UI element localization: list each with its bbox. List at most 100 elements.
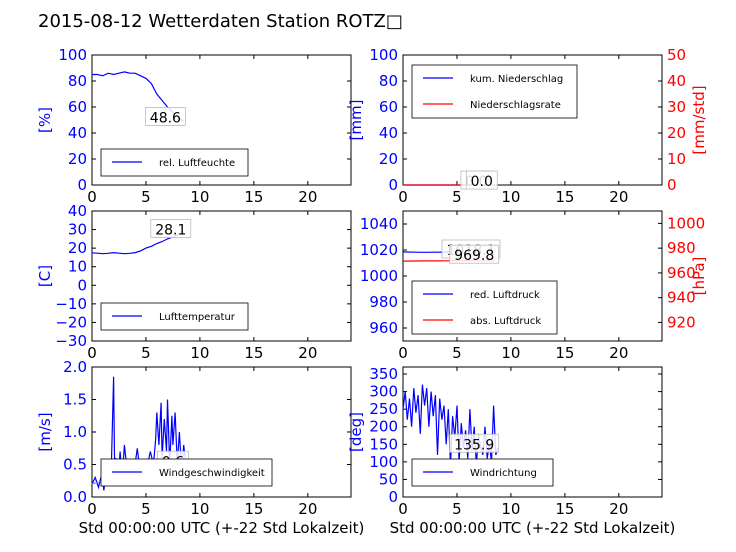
x-tick-label: 5 [452,188,462,206]
y-tick-label: 1020 [360,241,398,259]
chart-humidity: 0 5 10 15 20 0 20 40 60 80 100 [%] 48.6 rel. Luftfeuc… [36,46,352,206]
x-tick-label: 10 [501,188,520,206]
x-tick-label: 0 [87,500,97,518]
chart-precip: 0 5 10 15 20 0 20 40 60 80 100 0 10 20 30 40 50 [mm] [mm/s… [347,46,708,206]
x-tick-label: 20 [298,344,317,362]
x-tick-label: 5 [452,344,462,362]
x-tick-label: 10 [190,188,209,206]
chart-pressure: 0 5 10 15 20 960 980 1000 1020 1040 920 940 960 980 10… [360,210,708,362]
value-annotation-box [150,219,192,238]
plot-frame [91,54,352,186]
x-axis-label: Std 00:00:00 UTC (+-22 Std Lokalzeit) [390,519,676,537]
legend: Windrichtung [411,458,554,487]
y-tick-label: 20 [379,150,398,168]
y-tick-label: 60 [68,98,87,116]
legend: red. Luftdruck abs. Luftdruck [411,280,558,335]
x-tick-label: 10 [501,344,520,362]
value-annotation: 969.8 [454,248,494,264]
legend-entry: red. Luftdruck [470,290,540,301]
y-right-tick-label: 50 [667,46,686,64]
y-tick-label: 0 [388,176,398,194]
value-annotation-box [449,244,500,264]
y-tick-label: −10 [55,295,87,313]
plot-frame [402,54,663,186]
legend-entry: rel. Luftfeuchte [159,158,235,169]
figure-title: 2015-08-12 Wetterdaten Station ROTZ□ [38,11,403,32]
y-right-tick-label: 960 [667,264,696,282]
legend-box [411,64,578,119]
x-tick-label: 15 [244,344,263,362]
x-tick-label: 20 [298,500,317,518]
y-right-tick-label: 10 [667,150,686,168]
y-right-tick-label: 30 [667,98,686,116]
x-tick-label: 15 [555,344,574,362]
x-tick-label: 10 [501,500,520,518]
y-right-tick-label: 1000 [667,214,705,232]
y-right-tick-label: 940 [667,289,696,307]
y-tick-label: 960 [369,319,398,337]
x-tick-label: 0 [398,188,408,206]
legend-entry: Windgeschwindigkeit [159,468,265,479]
y-tick-label: 20 [68,239,87,257]
y-tick-label: 20 [68,150,87,168]
series-line-1 [91,232,184,255]
x-tick-label: 5 [141,500,151,518]
y-tick-label: 50 [379,470,398,488]
x-tick-label: 20 [609,500,628,518]
legend-entry: Niederschlagsrate [470,100,561,111]
x-tick-label: 0 [87,344,97,362]
y-tick-label: 350 [369,365,398,383]
y-axis-label: [mm] [347,100,365,141]
y-tick-label: 0 [77,176,87,194]
chart-temperature: 0 5 10 15 20−30−20−10010203040[C]28.1Lufttem… [36,202,352,362]
y-tick-label: 2.0 [63,358,87,376]
x-tick-label: 5 [141,344,151,362]
x-tick-label: 0 [398,344,408,362]
legend: kum. Niederschlag Niederschlagsrate [411,64,578,119]
y-right-tick-label: 920 [667,313,696,331]
y-tick-label: 100 [369,453,398,471]
x-axis-label: Std 00:00:00 UTC (+-22 Std Lokalzeit) [79,519,365,537]
value-annotation: 0.0 [471,174,493,190]
y-axis-label: [m/s] [36,412,54,451]
x-tick-label: 5 [141,188,151,206]
y-right-tick-label: 0 [667,176,677,194]
y-tick-label: 60 [379,98,398,116]
y-tick-label: 100 [58,46,87,64]
value-annotation: 135.9 [454,437,494,453]
x-tick-label: 20 [609,344,628,362]
y-right-tick-label: 980 [667,239,696,257]
y-tick-label: 40 [68,202,87,220]
y-tick-label: 1040 [360,215,398,233]
x-tick-label: 10 [190,500,209,518]
y-tick-label: 10 [68,258,87,276]
y-tick-label: 980 [369,293,398,311]
legend-box [411,280,558,335]
y-tick-label: 80 [379,72,398,90]
x-tick-label: 10 [190,344,209,362]
y-right-tick-label: 40 [667,72,686,90]
y-tick-label: 0 [388,488,398,506]
y-tick-label: 200 [369,418,398,436]
y-tick-label: −20 [55,313,87,331]
y-tick-label: 0 [77,276,87,294]
x-tick-label: 15 [244,500,263,518]
legend-entry: Windrichtung [470,468,537,479]
y-tick-label: 30 [68,221,87,239]
y-tick-label: 250 [369,400,398,418]
x-tick-label: 15 [555,500,574,518]
legend-entry: Lufttemperatur [159,312,236,323]
plot-frame [91,210,352,342]
legend: Windgeschwindigkeit [100,458,273,487]
y-tick-label: 80 [68,72,87,90]
value-annotation-box [449,433,500,453]
y-tick-label: 40 [68,124,87,142]
y-right-axis-label: [mm/std] [690,85,708,154]
x-tick-label: 20 [298,188,317,206]
y-axis-label: [deg] [347,412,365,452]
legend-entry: abs. Luftdruck [470,316,541,327]
x-tick-label: 15 [244,188,263,206]
y-axis-label: [C] [36,265,54,287]
